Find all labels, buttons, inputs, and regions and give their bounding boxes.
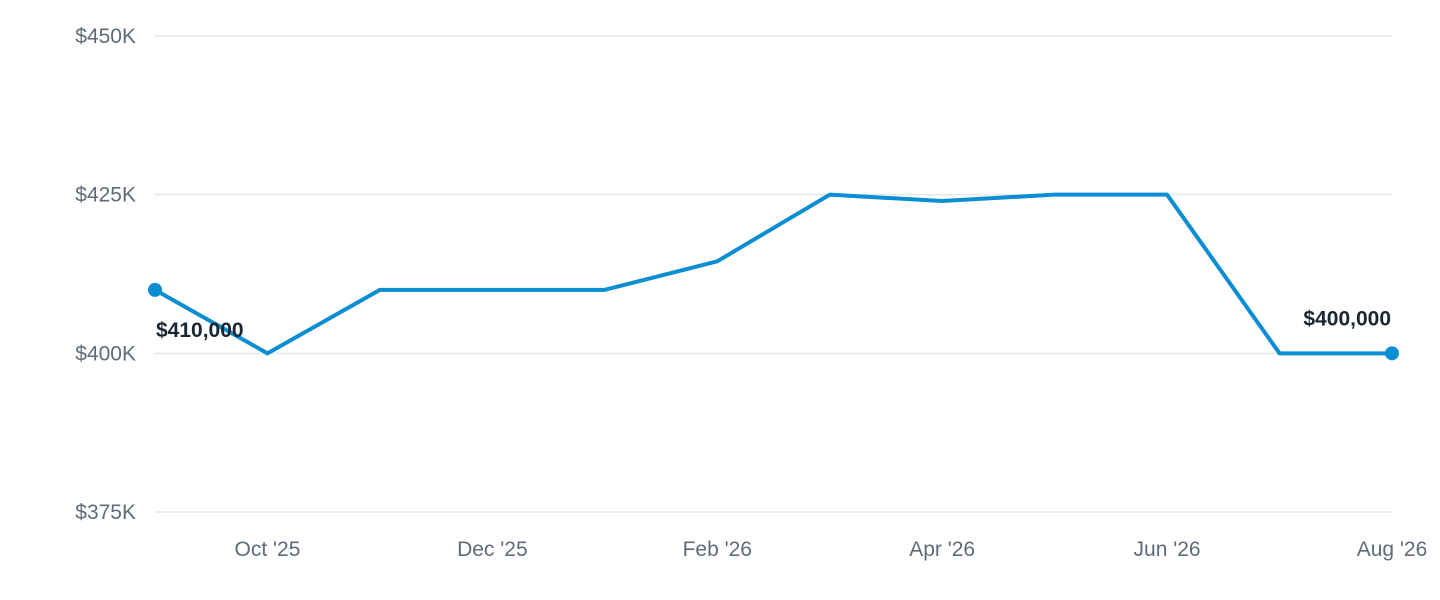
- data-label: $400,000: [1303, 307, 1391, 330]
- x-tick-label: Jun '26: [1134, 538, 1201, 561]
- x-tick-label: Dec '25: [457, 538, 528, 561]
- grid-layer: [155, 35, 1392, 513]
- endpoint-marker[interactable]: [1385, 346, 1399, 361]
- annotation-layer: $410,000 $400,000: [156, 307, 1391, 342]
- data-label: $410,000: [156, 319, 244, 342]
- y-tick-label: $425K: [75, 184, 136, 207]
- x-tick-label: Aug '26: [1357, 538, 1428, 561]
- series-layer: [148, 192, 1399, 361]
- y-tick-label: $450K: [75, 25, 136, 48]
- endpoint-marker[interactable]: [148, 282, 162, 297]
- y-axis: $375K $400K $425K $450K: [75, 25, 136, 524]
- x-axis: Oct '25 Dec '25 Feb '26 Apr '26 Jun '26 Aug '…: [235, 538, 1428, 561]
- x-tick-label: Oct '25: [235, 538, 301, 561]
- series-line: [153, 192, 1394, 356]
- x-tick-label: Feb '26: [683, 538, 752, 561]
- y-tick-label: $400K: [75, 342, 136, 365]
- y-tick-label: $375K: [75, 501, 136, 524]
- x-tick-label: Apr '26: [909, 538, 975, 561]
